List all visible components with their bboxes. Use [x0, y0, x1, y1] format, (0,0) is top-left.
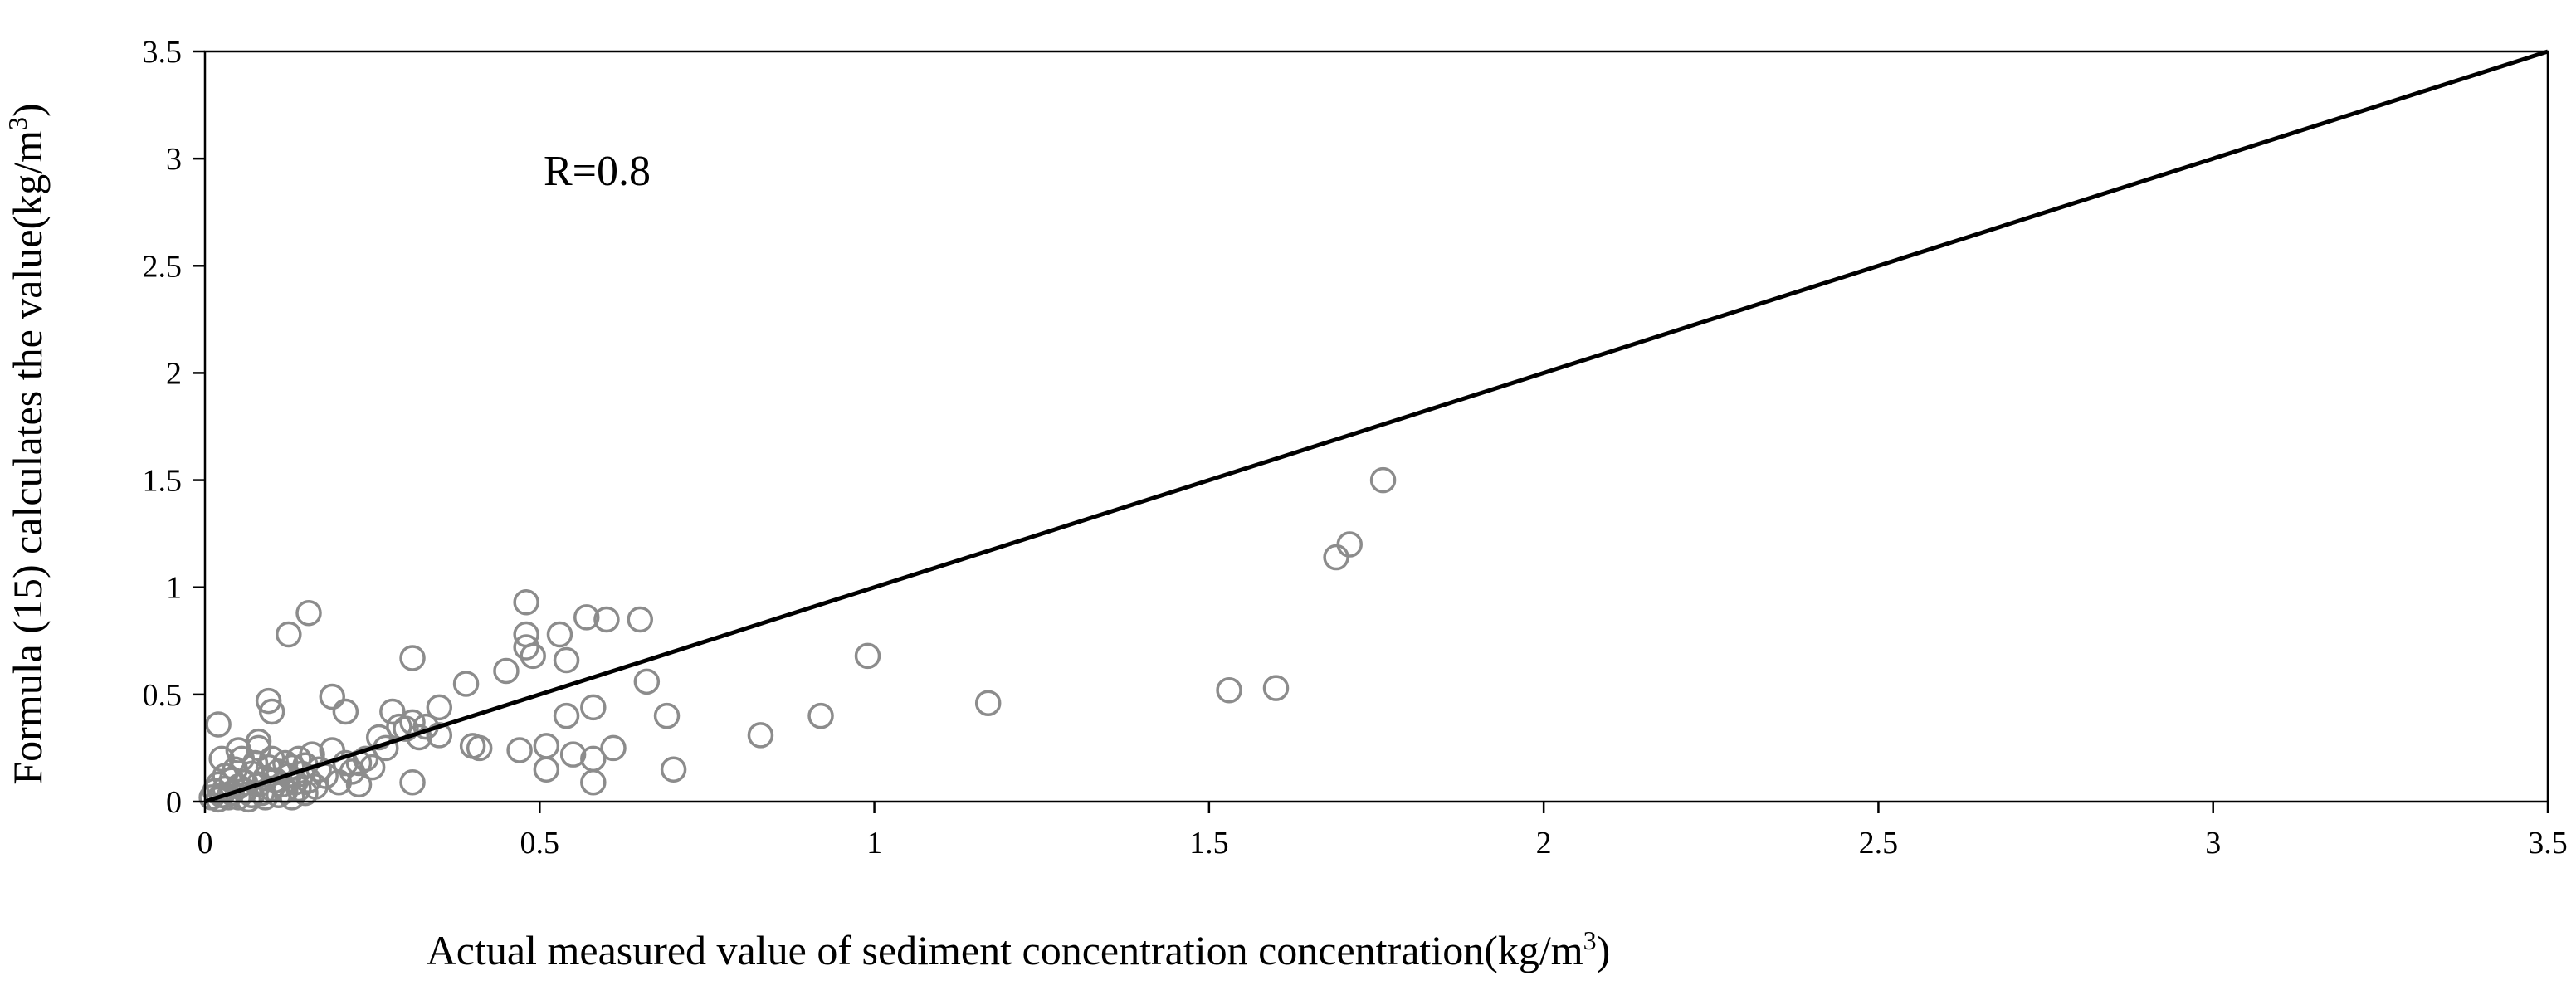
- x-tick-label: 2.5: [1859, 826, 1899, 861]
- data-point: [319, 683, 345, 710]
- data-point: [332, 749, 359, 777]
- data-point: [513, 634, 539, 661]
- data-point: [393, 715, 419, 742]
- data-point: [513, 589, 539, 616]
- x-axis-label: Actual measured value of sediment concen…: [427, 925, 1611, 973]
- x-axis-label-superscript: 3: [1583, 925, 1597, 955]
- data-point: [1369, 466, 1397, 494]
- data-point: [974, 690, 1002, 716]
- data-point: [426, 722, 453, 749]
- data-point: [546, 621, 573, 648]
- data-point: [466, 734, 493, 762]
- data-point: [276, 621, 302, 648]
- data-point: [553, 646, 580, 674]
- data-point: [580, 694, 607, 721]
- data-point: [345, 771, 373, 798]
- y-tick-label: 0.5: [143, 678, 183, 713]
- x-axis-label-text: Actual measured value of sediment concen…: [427, 927, 1583, 973]
- data-point: [399, 769, 426, 796]
- x-tick-label: 0: [198, 826, 213, 861]
- x-tick-label: 3.5: [2528, 826, 2568, 861]
- data-point: [258, 698, 285, 725]
- y-tick-label: 1.5: [143, 464, 183, 499]
- y-axis-label: Formula (15) calculates the value(kg/m3): [2, 103, 51, 784]
- x-tick-label: 1: [866, 826, 882, 861]
- y-axis-label-text: Formula (15) calculates the value(kg/m: [4, 130, 51, 785]
- y-axis-label-close: ): [4, 103, 51, 117]
- data-point: [332, 698, 359, 725]
- data-point: [352, 745, 379, 773]
- r-annotation: R=0.8: [544, 148, 651, 195]
- data-point: [553, 702, 580, 729]
- data-point: [245, 728, 272, 755]
- data-point: [279, 784, 305, 811]
- data-point: [533, 756, 560, 783]
- plot-frame: [203, 50, 2549, 803]
- x-tick-label: 3: [2205, 826, 2221, 861]
- data-point: [1323, 544, 1349, 571]
- data-point: [426, 694, 453, 721]
- data-point: [593, 606, 620, 633]
- chart-axes: 0 0.5 1 1.5 2 2.5 3 3.5 0 0.5 1 1.5 2 2.5 3 3.5: [143, 35, 2568, 861]
- data-point: [533, 733, 560, 759]
- x-tick-label: 1.5: [1189, 826, 1229, 861]
- data-point: [359, 754, 386, 781]
- data-point: [205, 711, 232, 738]
- y-axis-label-superscript: 3: [2, 117, 32, 130]
- data-point: [660, 756, 687, 783]
- data-point: [600, 734, 627, 762]
- x-tick-label: 0.5: [520, 826, 560, 861]
- data-point: [633, 668, 661, 695]
- data-point: [1216, 676, 1242, 704]
- data-point: [559, 741, 587, 768]
- x-tick-label: 2: [1536, 826, 1552, 861]
- data-point: [573, 604, 600, 631]
- y-tick-label: 3: [166, 142, 182, 177]
- data-point: [1336, 531, 1363, 558]
- y-tick-label: 2: [166, 356, 182, 391]
- y-tick-label: 3.5: [143, 35, 183, 70]
- data-point: [747, 722, 774, 749]
- data-point: [653, 702, 681, 729]
- data-point: [854, 642, 881, 670]
- data-point: [452, 671, 480, 697]
- chart-marks: [198, 49, 2549, 813]
- data-point: [493, 657, 520, 685]
- data-point: [208, 745, 235, 773]
- y-tick-label: 2.5: [143, 249, 183, 284]
- data-point: [627, 606, 654, 633]
- y-tick-label: 1: [166, 571, 182, 606]
- x-axis-label-close: ): [1597, 927, 1611, 973]
- data-point: [255, 687, 282, 715]
- data-point: [399, 645, 426, 671]
- data-point: [520, 642, 546, 670]
- data-point: [506, 737, 533, 763]
- data-point: [295, 599, 322, 627]
- data-point: [580, 769, 607, 796]
- reference-line: [204, 49, 2549, 804]
- data-point: [379, 698, 406, 725]
- y-tick-label: 0: [166, 785, 182, 820]
- data-point: [807, 702, 834, 729]
- data-point: [1262, 675, 1290, 701]
